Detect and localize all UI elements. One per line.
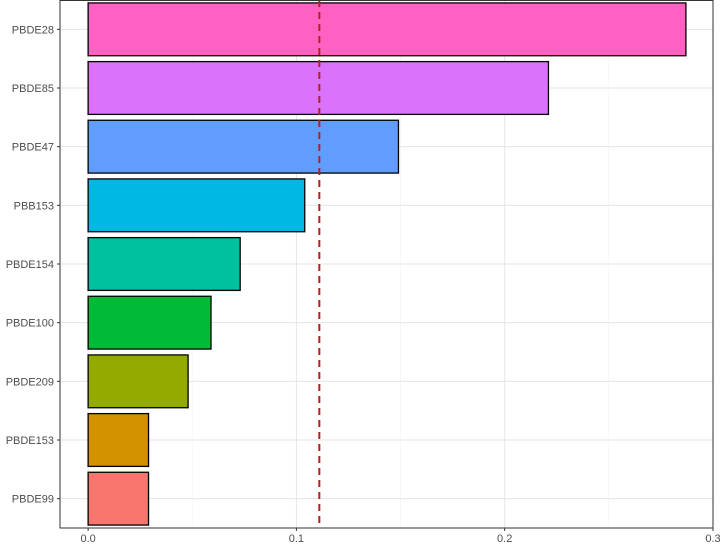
y-tick-label: PBDE154 [6,259,54,271]
y-axis-ticks: PBDE28 PBDE85 PBDE47 PBB153 PBDE154 PBDE100 PB… [6,24,60,506]
x-tick-label: 0.1 [289,533,304,544]
y-tick-label: PBDE100 [6,318,54,330]
x-tick-label: 0.3 [705,533,720,544]
bar-pbde100 [87,295,212,350]
bar-pbde47 [87,119,400,174]
y-tick-label: PBDE209 [6,376,54,388]
bar-pbde85 [87,60,550,116]
bars [87,2,687,526]
y-tick-label: PBB153 [14,200,54,212]
bar-pbde209 [87,354,189,409]
bar-pbde28 [87,2,687,57]
bar-pbde154 [87,236,241,292]
x-tick-label: 0.2 [497,533,512,544]
y-tick-label: PBDE85 [12,83,54,95]
y-tick-label: PBDE153 [6,435,54,447]
bar-pbde99 [87,471,150,526]
x-axis-ticks: 0.0 0.1 0.2 0.3 [80,528,720,544]
y-tick-label: PBDE99 [12,494,54,506]
y-tick-label: PBDE28 [12,24,54,36]
bar-pbde153 [87,412,150,468]
bar-pbb153 [87,178,306,233]
y-tick-label: PBDE47 [12,142,54,154]
x-tick-label: 0.0 [80,533,95,544]
